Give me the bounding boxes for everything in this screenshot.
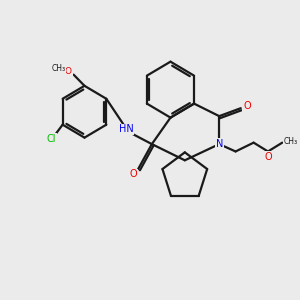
Text: N: N <box>215 139 223 149</box>
Text: Cl: Cl <box>46 134 56 144</box>
Text: CH₃: CH₃ <box>283 137 297 146</box>
Text: HN: HN <box>119 124 134 134</box>
Text: O: O <box>65 67 72 76</box>
Text: CH₃: CH₃ <box>52 64 66 73</box>
Text: O: O <box>130 169 138 179</box>
Text: O: O <box>264 152 272 162</box>
Text: O: O <box>243 101 251 111</box>
